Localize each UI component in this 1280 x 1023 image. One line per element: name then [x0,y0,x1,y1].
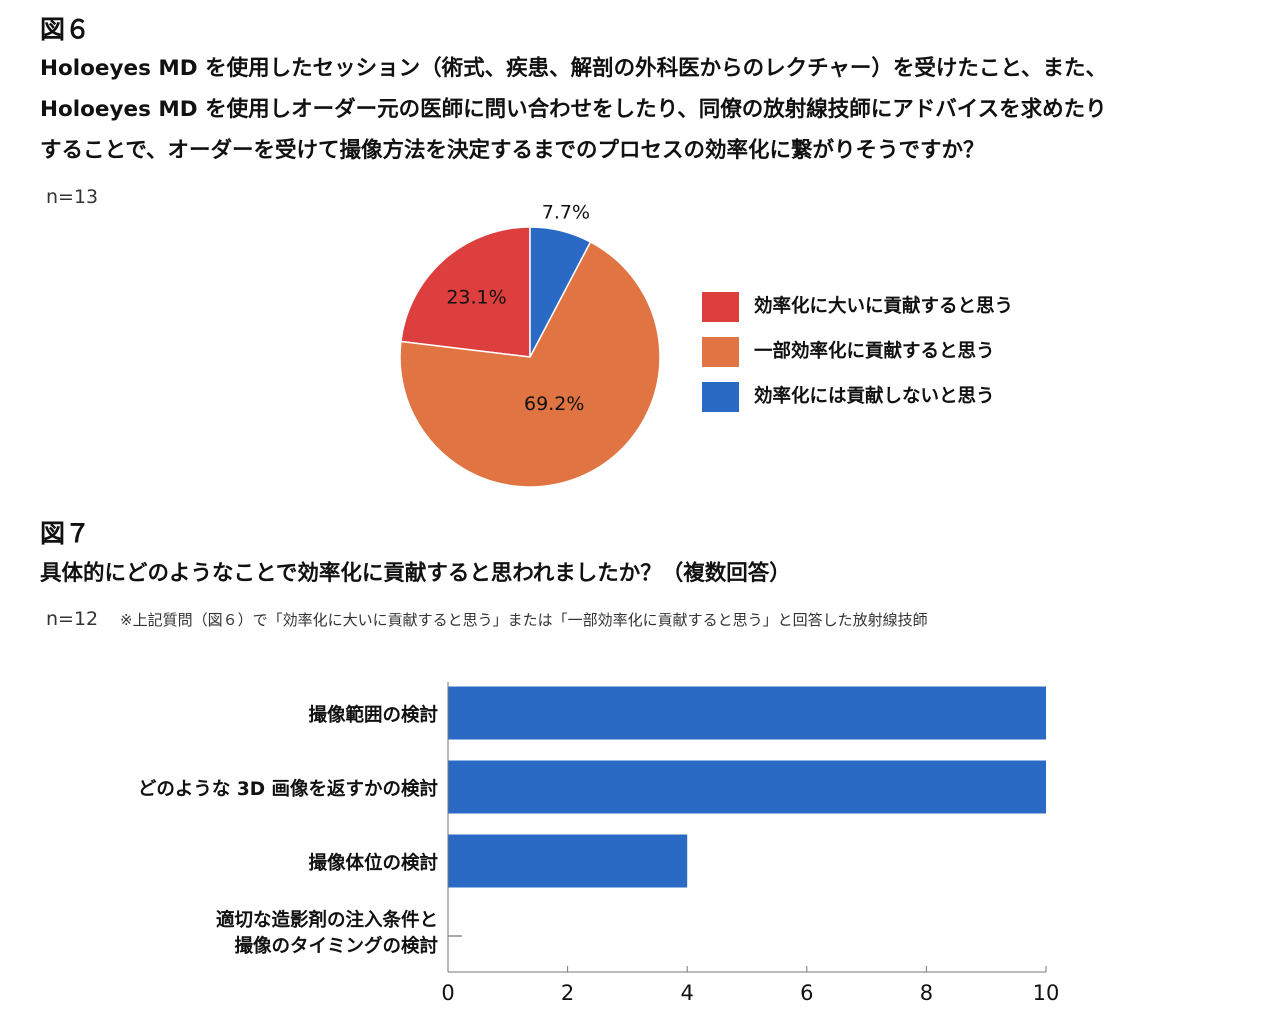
pie-slice [400,226,531,358]
x-tick-label: 6 [800,981,813,1005]
x-tick-label: 4 [681,981,694,1005]
bar [448,686,1046,740]
pie-value-label: 23.1% [446,287,506,309]
figure7-question: 具体的にどのようなことで効率化に貢献すると思われましたか？（複数回答） [40,561,791,586]
bar-category-label: どのような 3D 画像を返すかの検討 [138,777,438,803]
legend-label: 効率化に大いに貢献すると思う [754,296,1014,317]
bar [448,760,1046,814]
figure6-question-line: Holoeyes MD を使用したセッション（術式、疾患、解剖の外科医からのレク… [40,56,1108,81]
figure6-question-line: することで、オーダーを受けて撮像方法を決定するまでのプロセスの効率化に繋がりそう… [40,138,985,163]
legend-swatch [702,337,739,367]
pie-chart: 23.1% 69.2% 7.7% [399,201,661,488]
legend-label: 一部効率化に貢献すると思う [754,341,995,362]
figure6-question-line: Holoeyes MD を使用しオーダー元の医師に問い合わせをしたり、同僚の放射… [40,97,1107,122]
bar-category-line: 撮像範囲の検討 [308,705,438,726]
figure7-label: 図７ [40,519,91,548]
x-tick-label: 2 [561,981,574,1005]
bar-category-label: 撮像範囲の検討 [308,703,438,729]
bar-category-line: 撮像体位の検討 [308,853,438,874]
figure6-question: Holoeyes MD を使用したセッション（術式、疾患、解剖の外科医からのレク… [40,48,1250,171]
pie-value-label: 69.2% [524,393,584,415]
bar-category-line: どのような 3D 画像を返すかの検討 [137,779,438,800]
x-tick-label: 10 [1033,981,1060,1005]
bar-category-label: 撮像体位の検討 [308,851,438,877]
legend-label: 効率化には貢献しないと思う [754,386,995,407]
x-tick-label: 0 [441,981,454,1005]
pie-slice [399,240,661,488]
figure7-sample-size: n=12 [46,608,99,630]
legend-swatch [702,382,739,412]
bar-category-line: 適切な造影剤の注入条件と [215,910,438,931]
bar [448,834,688,888]
bar-category-line: 撮像のタイミングの検討 [234,936,438,957]
bar-category-label: 適切な造影剤の注入条件と 撮像のタイミングの検討 [216,908,438,960]
x-tick-label: 8 [920,981,933,1005]
legend-swatch [702,292,739,322]
figure6-label: 図６ [40,15,91,44]
bar-chart: 0 2 4 6 8 10 [441,682,1060,1005]
pie-value-label: 7.7% [542,201,590,223]
pie-slice [529,226,592,358]
figure7-note: ※上記質問（図６）で「効率化に大いに貢献すると思う」または「一部効率化に貢献する… [120,611,928,629]
figure6-sample-size: n=13 [46,186,99,208]
